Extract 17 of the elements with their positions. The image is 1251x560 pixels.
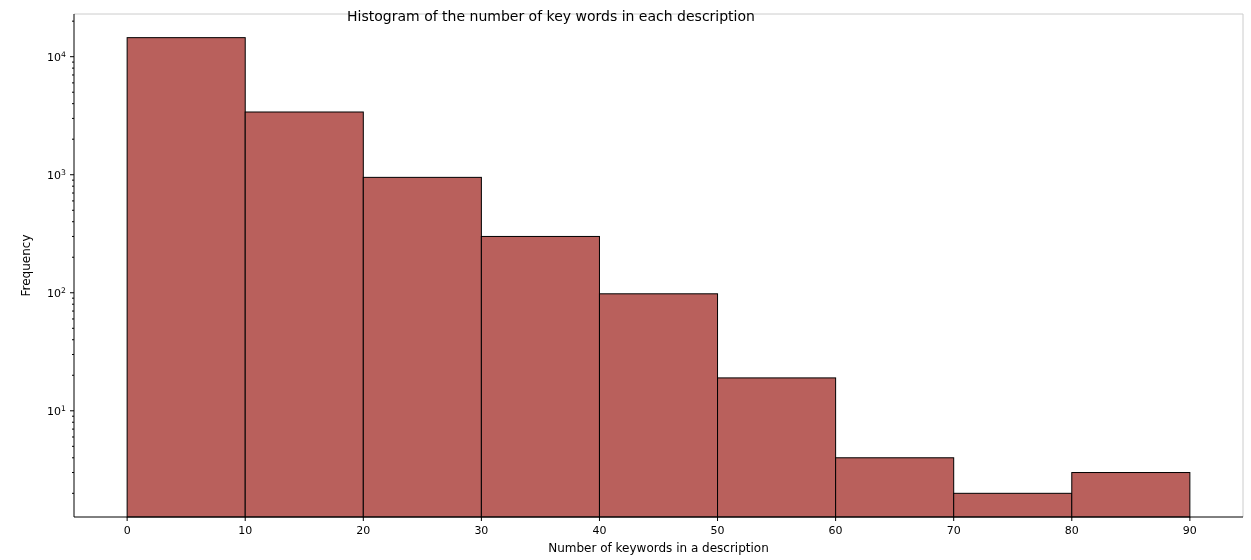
x-tick-label: 80 [1064, 524, 1079, 537]
x-tick-label: 90 [1182, 524, 1197, 537]
y-axis-title: Frequency [19, 234, 33, 297]
x-tick-label: 0 [123, 524, 131, 537]
x-tick-label: 10 [238, 524, 253, 537]
x-tick-label: 60 [828, 524, 843, 537]
y-tick-label: 10$^{1}$ [47, 403, 67, 418]
y-tick-label: 10$^{2}$ [47, 285, 67, 300]
x-tick-label: 70 [946, 524, 961, 537]
chart-title: Histogram of the number of key words in each description [347, 8, 755, 24]
x-tick-label: 40 [592, 524, 607, 537]
y-tick-label: 10$^{3}$ [47, 167, 67, 182]
x-tick-label: 30 [474, 524, 489, 537]
x-axis-title: Number of keywords in a description [548, 541, 769, 555]
y-tick-label: 10$^{4}$ [47, 49, 67, 64]
x-tick-label: 50 [710, 524, 725, 537]
x-tick-label: 20 [356, 524, 371, 537]
